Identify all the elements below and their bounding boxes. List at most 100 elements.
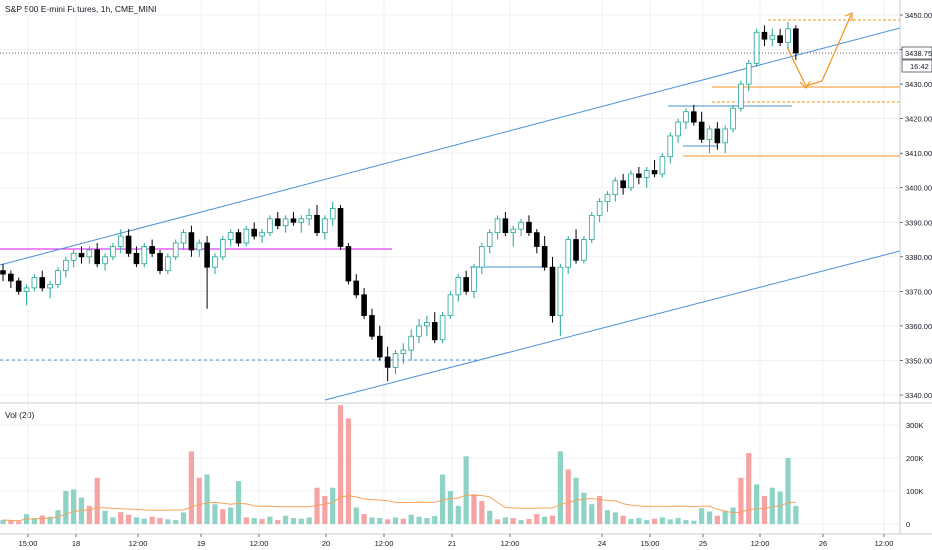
volume-bar	[39, 515, 45, 524]
candle-body	[267, 218, 273, 234]
volume-bar	[777, 491, 783, 524]
time-tick-label: 21	[448, 539, 456, 548]
volume-bar	[510, 518, 516, 524]
volume-bar	[345, 418, 351, 524]
candle-body	[581, 239, 587, 261]
candle-body	[510, 228, 517, 234]
volume-bar	[157, 518, 163, 524]
candle-body	[526, 221, 532, 234]
candle-body	[306, 214, 312, 220]
volume-bar	[424, 518, 430, 524]
candle-body	[243, 228, 250, 244]
volume-bar	[761, 495, 768, 524]
volume-bar	[369, 517, 375, 524]
time-tick-label: 12:00	[875, 539, 894, 548]
volume-bar	[518, 520, 524, 524]
volume-bar	[667, 519, 673, 524]
volume-bar	[212, 504, 218, 524]
candle-body	[345, 246, 352, 282]
candle-body	[180, 232, 187, 244]
candle-body	[683, 111, 689, 123]
time-tick-label: 12:00	[250, 539, 269, 548]
volume-bar	[141, 518, 147, 524]
volume-bar	[118, 512, 124, 524]
volume-bar	[314, 487, 320, 524]
candle-body	[298, 218, 305, 223]
volume-bar	[16, 521, 22, 524]
last-price-value: 3438.75	[905, 49, 932, 58]
lower-channel-line	[324, 250, 901, 401]
candle-body	[235, 232, 242, 244]
candle-body	[102, 256, 108, 265]
time-axis[interactable]: 15:00 18 12:00 19 12:00 20 12:00 21 12:00 24 15:00…	[19, 534, 894, 548]
volume-bar	[330, 487, 336, 524]
candle-body	[322, 218, 328, 234]
grid	[0, 0, 900, 534]
candle-body	[667, 135, 674, 158]
volume-bar	[110, 517, 116, 524]
volume-bar	[565, 469, 571, 524]
volume-bar	[353, 507, 359, 524]
volume-bar	[440, 474, 446, 524]
candle-body	[479, 246, 485, 268]
volume-bar	[149, 516, 155, 524]
candle-body	[416, 325, 422, 337]
volume-bar	[769, 487, 775, 524]
candle-body	[196, 242, 203, 251]
volume-bar	[793, 505, 799, 524]
candle-body	[471, 266, 477, 292]
candle-body	[769, 35, 776, 40]
time-tick-label: 19	[197, 539, 205, 548]
candle-body	[565, 239, 571, 268]
volume-bar	[385, 519, 391, 524]
volume-bar	[204, 474, 210, 524]
volume-bar	[126, 514, 132, 524]
candle-body	[337, 208, 344, 247]
volume-bar	[71, 489, 77, 524]
volume-bar	[463, 456, 469, 524]
candle-body	[392, 353, 399, 368]
candle-body	[424, 322, 430, 327]
volume-bar	[604, 510, 611, 524]
volume-bar	[361, 514, 367, 524]
candle-body	[204, 242, 210, 268]
candle-body	[604, 194, 611, 202]
candle-body	[628, 173, 634, 189]
price-tick-label: 3340.00	[905, 391, 932, 400]
volume-bars	[0, 405, 799, 524]
volume-bar	[235, 481, 242, 524]
price-tick-label: 3420.00	[905, 115, 932, 124]
volume-tick-label: 100K	[906, 487, 924, 496]
volume-bar	[377, 518, 383, 524]
forecast-arrow-up	[844, 12, 853, 21]
candle-body	[714, 128, 721, 144]
candle-body	[534, 232, 540, 247]
candle-body	[369, 315, 375, 337]
volume-bar	[714, 515, 720, 524]
candle-body	[15, 280, 22, 292]
candle-body	[47, 284, 53, 289]
volume-bar	[432, 516, 438, 524]
candle-body	[384, 356, 391, 368]
candle-body	[549, 266, 556, 316]
volume-bar	[738, 477, 744, 524]
volume-bar	[683, 520, 689, 524]
candle-body	[643, 170, 650, 178]
candle-body	[361, 294, 367, 316]
candle-body	[691, 111, 697, 123]
forecast-path	[786, 14, 852, 87]
volume-bar	[220, 509, 226, 524]
volume-bar	[173, 520, 179, 524]
time-tick-label: 12:00	[751, 539, 770, 548]
volume-bar	[542, 516, 548, 524]
candle-body	[23, 287, 30, 292]
candle-body	[730, 107, 736, 130]
candle-body	[502, 218, 509, 234]
candle-body	[588, 214, 595, 240]
price-tick-label: 3410.00	[905, 149, 932, 158]
candle-body	[675, 121, 681, 137]
candle-body	[141, 246, 148, 265]
forecast-arrow-down	[799, 80, 811, 89]
volume-bar	[322, 495, 328, 524]
